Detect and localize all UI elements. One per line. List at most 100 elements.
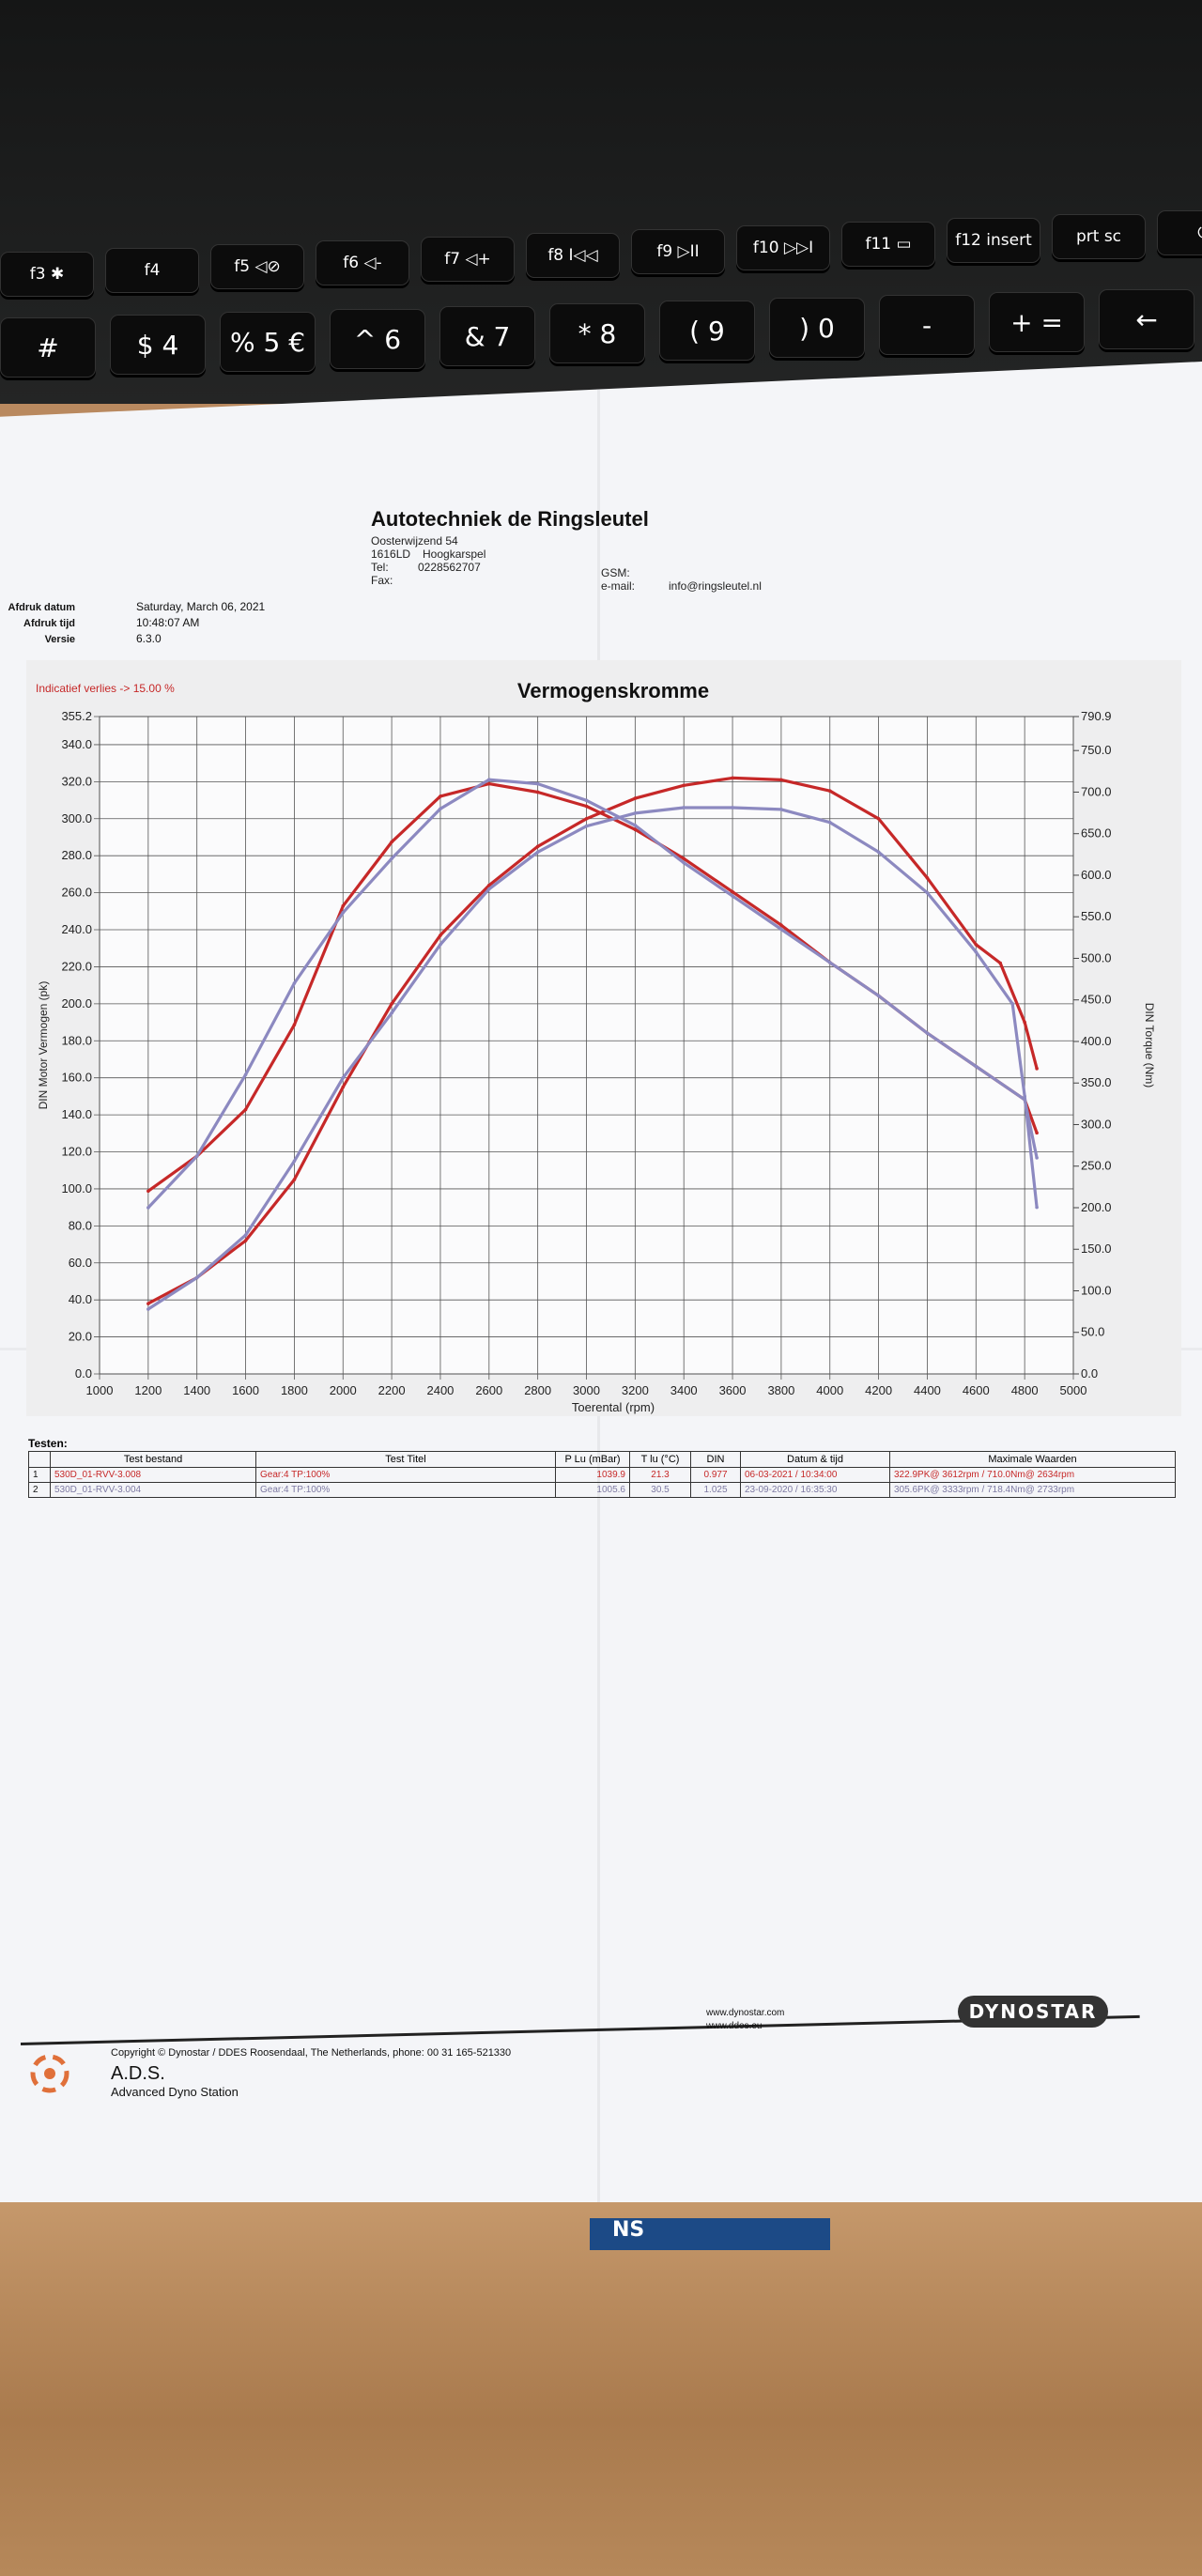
data-point — [243, 1072, 248, 1077]
y-tick-label: 40.0 — [69, 1292, 92, 1306]
key-f6: f6 ◁- — [316, 240, 409, 285]
data-point — [682, 806, 686, 810]
data-point — [487, 781, 491, 786]
footer-urls: www.dynostar.com www.ddes.eu — [706, 2007, 784, 2033]
row-temp: 21.3 — [629, 1467, 691, 1483]
data-point — [925, 876, 930, 880]
key-number: % 5 € — [220, 312, 316, 372]
url-ddes: www.ddes.eu — [706, 2021, 763, 2031]
data-point — [146, 1307, 150, 1311]
print-date: Saturday, March 06, 2021 — [136, 600, 266, 613]
y-tick-label: 140.0 — [61, 1107, 92, 1121]
x-tick-label: 2800 — [524, 1383, 551, 1397]
data-point — [925, 1031, 930, 1035]
data-point — [292, 981, 297, 985]
x-tick-label: 1800 — [281, 1383, 308, 1397]
version: 6.3.0 — [136, 632, 162, 645]
y-tick-label: 355.2 — [61, 709, 92, 723]
data-point — [390, 840, 393, 844]
fax-label: Fax: — [371, 574, 393, 587]
x-tick-label: 5000 — [1060, 1383, 1087, 1397]
data-point — [731, 806, 734, 810]
y-tick-label: 120.0 — [61, 1145, 92, 1159]
key-number: - — [879, 295, 975, 355]
data-point — [1035, 1205, 1039, 1210]
ads-subtitle: Advanced Dyno Station — [111, 2085, 239, 2099]
ads-title: A.D.S. — [111, 2063, 165, 2084]
key-number: * 8 — [549, 303, 645, 363]
y2-tick-label: 100.0 — [1081, 1283, 1112, 1297]
y-tick-label: 300.0 — [61, 811, 92, 825]
power-curve-chart: Vermogenskromme Indicatief verlies -> 15.… — [26, 660, 1181, 1416]
col-pressure: P Lu (mBar) — [555, 1451, 630, 1468]
row-num: 2 — [28, 1482, 51, 1498]
laptop-keyboard: f3 ✱ f4 f5 ◁⊘ f6 ◁- f7 ◁+ f8 I◁◁ f9 ▷II f10 ▷▷… — [0, 0, 1202, 404]
data-point — [779, 923, 783, 927]
row-file: 530D_01-RVV-3.008 — [50, 1467, 256, 1483]
data-point — [682, 856, 686, 861]
row-title: Gear:4 TP:100% — [255, 1482, 556, 1498]
print-date-label: Afdruk datum — [8, 602, 76, 613]
key-f12: f12 insert — [947, 218, 1040, 263]
y2-tick-label: 450.0 — [1081, 993, 1112, 1007]
data-point — [439, 942, 442, 947]
table-row: 1 530D_01-RVV-3.008 Gear:4 TP:100% 1039.… — [28, 1467, 1176, 1483]
row-file: 530D_01-RVV-3.004 — [50, 1482, 256, 1498]
data-point — [731, 776, 734, 780]
data-point — [487, 778, 491, 781]
data-point — [779, 808, 783, 811]
data-point — [341, 903, 346, 908]
key-number: ^ 6 — [330, 309, 425, 369]
key-number: + = — [989, 292, 1085, 352]
x-tick-label: 4400 — [914, 1383, 941, 1397]
data-point — [633, 796, 638, 800]
row-datetime: 06-03-2021 / 10:34:00 — [740, 1467, 890, 1483]
y-tick-label: 240.0 — [61, 922, 92, 936]
row-title: Gear:4 TP:100% — [255, 1467, 556, 1483]
data-point — [194, 1275, 199, 1280]
y-tick-label: 80.0 — [69, 1218, 92, 1232]
key-number: # — [0, 317, 96, 378]
data-point — [341, 1085, 346, 1089]
key-number: & 7 — [439, 306, 535, 366]
chart-title: Vermogenskromme — [517, 679, 709, 702]
data-point — [925, 890, 930, 895]
data-point — [974, 942, 979, 947]
x-tick-label: 4000 — [816, 1383, 843, 1397]
data-point — [292, 1023, 297, 1027]
x-tick-label: 3600 — [719, 1383, 747, 1397]
x-tick-label: 1400 — [183, 1383, 210, 1397]
x-tick-label: 1000 — [86, 1383, 114, 1397]
key-f11: f11 ▭ — [841, 222, 935, 267]
address-city: Hoogkarspel — [423, 548, 486, 561]
data-point — [731, 889, 734, 894]
email-value: info@ringsleutel.nl — [669, 579, 762, 593]
address-street: Oosterwijzend 54 — [371, 534, 458, 548]
row-din: 1.025 — [690, 1482, 741, 1498]
data-point — [827, 961, 832, 964]
tests-title: Testen: — [28, 1437, 68, 1450]
row-pressure: 1005.6 — [555, 1482, 630, 1498]
y-axis-label: DIN Motor Vermogen (pk) — [37, 981, 50, 1110]
row-din: 0.977 — [690, 1467, 741, 1483]
col-temp: T lu (°C) — [629, 1451, 691, 1468]
data-point — [876, 816, 881, 821]
print-time: 10:48:07 AM — [136, 616, 200, 629]
data-point — [292, 1178, 297, 1181]
data-point — [1035, 1067, 1039, 1071]
key-number: ← — [1099, 289, 1194, 349]
key-f7: f7 ◁+ — [421, 237, 515, 282]
x-tick-label: 3400 — [670, 1383, 698, 1397]
x-tick-label: 3800 — [767, 1383, 794, 1397]
row-datetime: 23-09-2020 / 16:35:30 — [740, 1482, 890, 1498]
x-tick-label: 2600 — [475, 1383, 502, 1397]
data-point — [682, 860, 686, 865]
x-tick-label: 4200 — [865, 1383, 892, 1397]
y2-tick-label: 550.0 — [1081, 909, 1112, 923]
key-number: $ 4 — [110, 315, 206, 375]
tel-value: 0228562707 — [418, 561, 481, 574]
data-point — [535, 790, 540, 794]
data-point — [341, 910, 346, 915]
col-max: Maximale Waarden — [889, 1451, 1176, 1468]
data-point — [1010, 1002, 1014, 1006]
